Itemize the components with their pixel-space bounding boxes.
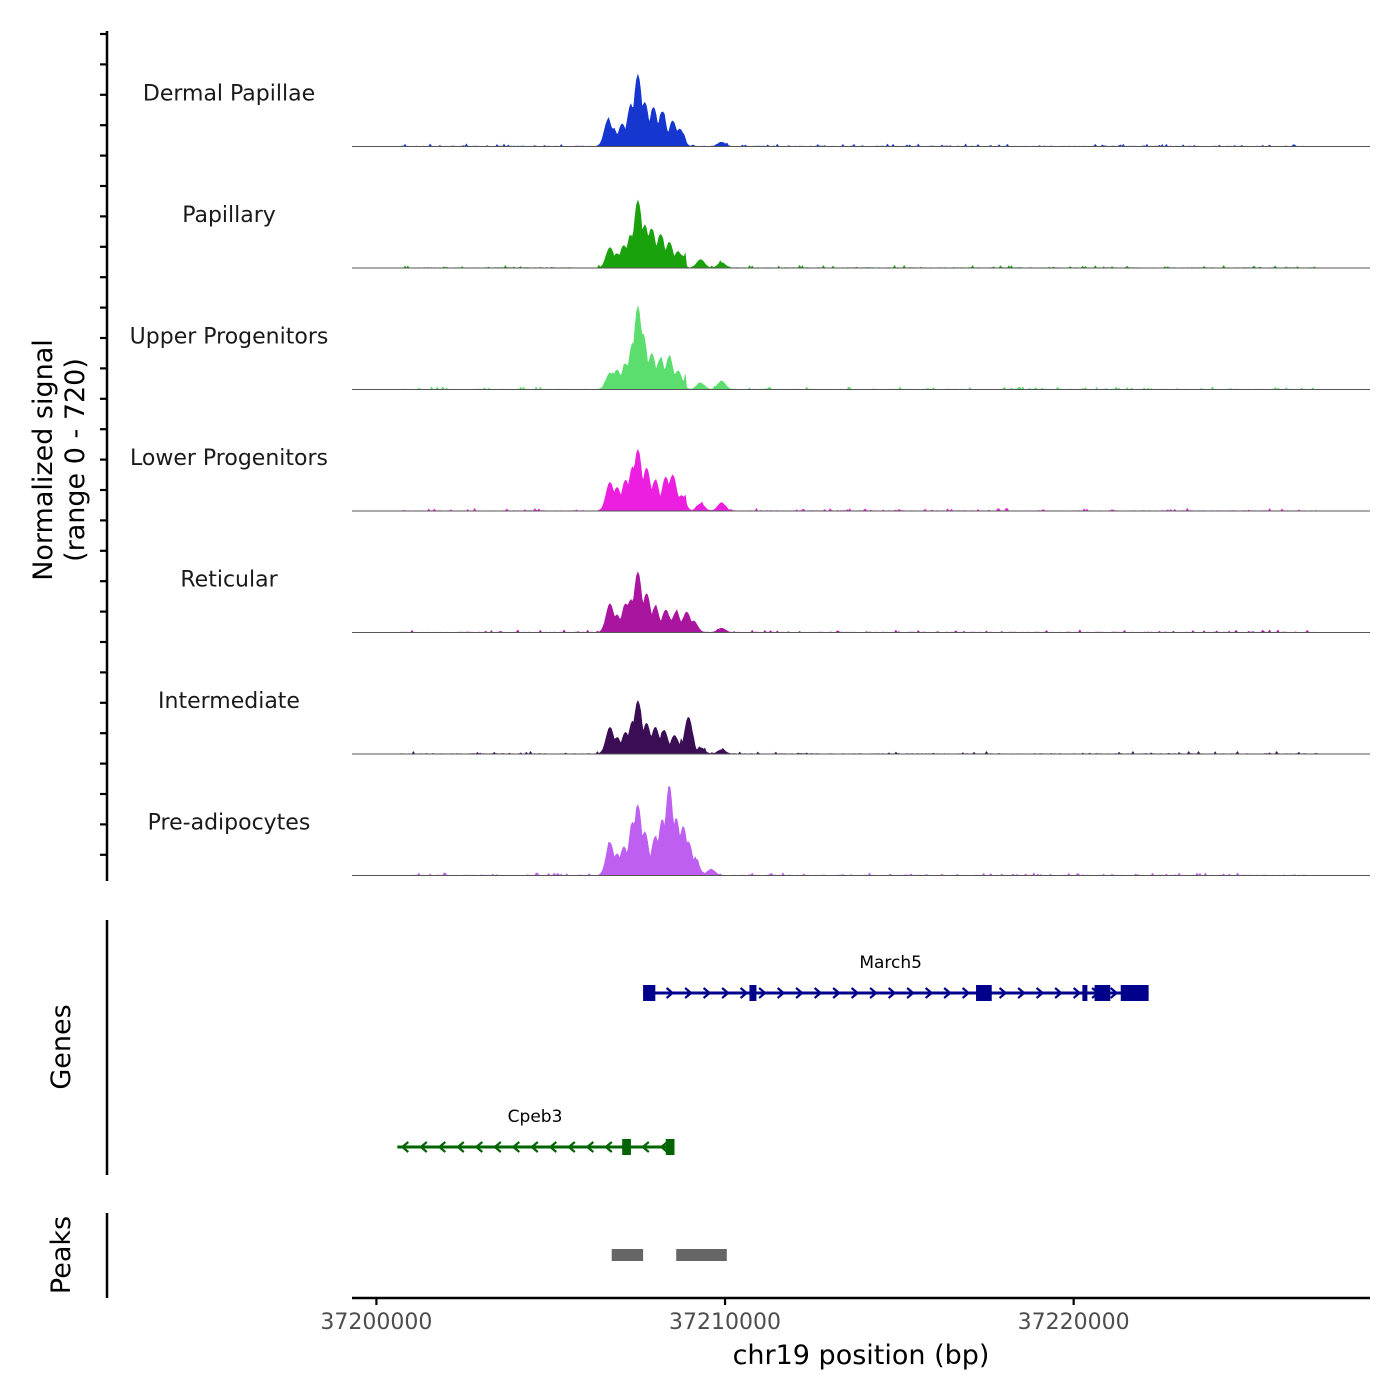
signal-axis-title: Normalized signal	[28, 339, 59, 581]
signal-tracks: Dermal Papillae Papillary Upper Progenitor…	[130, 73, 1370, 876]
genes-axis-title: Genes	[46, 1004, 77, 1089]
strand-arrow	[456, 1141, 465, 1153]
track-label: Papillary	[182, 203, 276, 228]
strand-arrow	[943, 987, 952, 999]
strand-arrow	[511, 1141, 521, 1153]
strand-arrow	[961, 987, 971, 999]
exon	[1094, 985, 1111, 1001]
track-label: Pre-adipocytes	[148, 811, 311, 836]
strand-arrow	[684, 987, 693, 999]
track-dermal-papillae: Dermal Papillae	[143, 73, 1370, 147]
strand-arrow	[400, 1141, 410, 1153]
track-label: Upper Progenitors	[130, 325, 329, 350]
x-tick-label: 37210000	[669, 1310, 781, 1335]
strand-arrow	[493, 1141, 502, 1153]
strand-arrow	[567, 1141, 576, 1153]
signal-area	[400, 700, 1318, 755]
strand-arrow	[869, 987, 878, 999]
gene-cpeb3: Cpeb3	[397, 1107, 675, 1155]
gene-label: March5	[859, 953, 922, 973]
strand-arrow	[832, 987, 841, 999]
signal-area	[400, 571, 1318, 633]
track-intermediate: Intermediate	[158, 689, 1370, 755]
signal-area	[400, 199, 1318, 269]
exon	[643, 985, 656, 1001]
peak-track	[611, 1249, 727, 1261]
gene-track: March5 Cpeb3	[397, 953, 1149, 1155]
peak-region	[676, 1249, 727, 1261]
x-tick-label: 37200000	[320, 1310, 432, 1335]
strand-arrow	[585, 1141, 595, 1153]
strand-arrow	[665, 987, 675, 999]
strand-arrow	[776, 987, 786, 999]
track-label: Dermal Papillae	[143, 82, 315, 107]
signal-area	[400, 448, 1318, 512]
exon	[622, 1139, 631, 1155]
strand-arrow	[641, 1141, 650, 1153]
strand-arrow	[530, 1141, 539, 1153]
signal-area	[400, 786, 1318, 876]
gene-label: Cpeb3	[508, 1107, 563, 1127]
strand-arrow	[906, 987, 915, 999]
track-lower-progenitors: Lower Progenitors	[130, 446, 1370, 512]
strand-arrow	[1054, 987, 1063, 999]
strand-arrow	[437, 1141, 447, 1153]
x-tick-label: 37220000	[1018, 1310, 1130, 1335]
strand-arrow	[887, 987, 897, 999]
track-label: Lower Progenitors	[130, 446, 328, 471]
strand-arrow	[1017, 987, 1026, 999]
strand-arrow	[813, 987, 823, 999]
track-upper-progenitors: Upper Progenitors	[130, 305, 1370, 391]
strand-arrow	[758, 987, 767, 999]
strand-arrow	[548, 1141, 558, 1153]
strand-arrow	[721, 987, 730, 999]
signal-axis-range: (range 0 - 720)	[60, 358, 91, 562]
strand-arrow	[1035, 987, 1045, 999]
strand-arrow	[924, 987, 934, 999]
strand-arrow	[659, 1141, 669, 1153]
exon	[976, 985, 992, 1001]
strand-arrow	[1072, 987, 1082, 999]
strand-arrow	[474, 1141, 484, 1153]
gene-march5: March5	[643, 953, 1149, 1001]
signal-area	[400, 305, 1318, 391]
strand-arrow	[998, 987, 1008, 999]
exon	[749, 985, 757, 1001]
strand-arrow	[739, 987, 749, 999]
track-papillary: Papillary	[182, 199, 1370, 269]
signal-area	[400, 73, 1318, 147]
strand-arrow	[850, 987, 860, 999]
x-axis-ticks: 37200000 37210000 37220000	[320, 1298, 1130, 1335]
exon	[1082, 985, 1088, 1001]
track-reticular: Reticular	[180, 568, 1370, 633]
strand-arrow	[604, 1141, 613, 1153]
track-label: Reticular	[180, 568, 278, 593]
peaks-axis-title: Peaks	[46, 1216, 77, 1294]
peak-region	[611, 1249, 644, 1261]
x-axis-title: chr19 position (bp)	[733, 1340, 990, 1371]
track-label: Intermediate	[158, 689, 300, 714]
strand-arrow	[1109, 987, 1119, 999]
track-pre-adipocytes: Pre-adipocytes	[148, 786, 1370, 876]
exon	[1120, 985, 1149, 1001]
strand-arrow	[419, 1141, 428, 1153]
strand-arrow	[702, 987, 712, 999]
strand-arrow	[795, 987, 804, 999]
signal-y-axis-ticks	[100, 32, 107, 856]
exon	[665, 1139, 675, 1155]
